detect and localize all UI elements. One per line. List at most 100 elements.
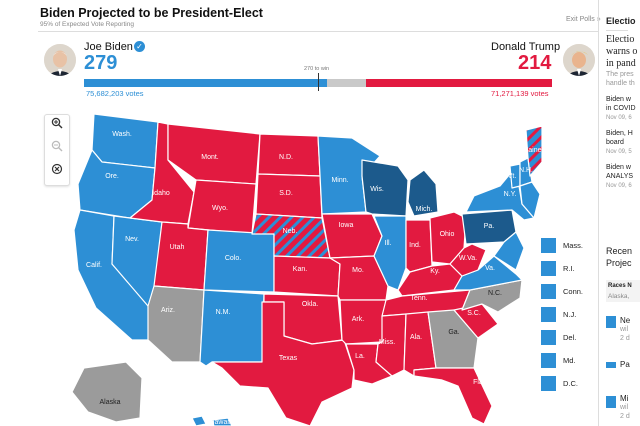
zoom-in-icon[interactable] — [45, 115, 69, 138]
label-ala: Ala. — [410, 334, 422, 341]
us-results-map[interactable]: Wash. Ore. Calif. Nev. Idaho Mont. Wyo. … — [22, 100, 542, 426]
sidebar-heading: Electio — [606, 16, 636, 26]
label-texas: Texas — [279, 355, 298, 362]
label-alaska: Alaska — [99, 399, 120, 406]
sidebar-date: Nov 09, 6 — [606, 115, 632, 121]
state-wva[interactable] — [449, 243, 487, 277]
label-wyo: Wyo. — [212, 205, 228, 212]
state-nm[interactable] — [199, 289, 265, 367]
label-va: Va. — [485, 265, 495, 272]
races-filter[interactable] — [606, 280, 640, 302]
state-hawaii[interactable] — [191, 415, 233, 426]
sidebar-item[interactable]: board — [606, 139, 624, 146]
sidebar-date: Nov 09, 6 — [606, 183, 632, 189]
label-okla: Okla. — [302, 301, 318, 308]
small-state-box[interactable] — [541, 307, 556, 322]
small-state-box[interactable] — [541, 353, 556, 368]
label-la: La. — [355, 353, 365, 360]
small-state-label: N.J. — [563, 310, 577, 319]
recent-projections-heading: Projec — [606, 258, 632, 268]
win-threshold-label: 270 to win — [304, 66, 330, 72]
label-ill: Ill. — [385, 240, 392, 247]
small-state-box[interactable] — [541, 284, 556, 299]
label-maine: Maine — [522, 147, 541, 154]
projection-date: 2 d — [620, 335, 630, 342]
state-thumbnail-icon — [606, 362, 616, 368]
sidebar-item[interactable]: ANALYS — [606, 173, 634, 180]
sidebar-item[interactable]: Biden w — [606, 96, 631, 103]
state-alaska[interactable] — [71, 361, 143, 423]
winner-check-icon: ✓ — [134, 41, 145, 52]
sidebar-headline[interactable]: Electio — [606, 34, 635, 45]
state-labels: Wash. Ore. Calif. Nev. Idaho Mont. Wyo. … — [86, 131, 542, 426]
small-state-label: Del. — [563, 333, 577, 342]
state-iowa[interactable] — [321, 213, 383, 259]
recent-projections-heading: Recen — [606, 246, 633, 256]
biden-popular-votes: 75,682,203 votes — [86, 89, 144, 98]
sidebar-item[interactable]: Biden, H — [606, 130, 633, 137]
state-nj-md-de[interactable] — [493, 231, 525, 271]
label-ore: Ore. — [105, 173, 119, 180]
state-mich[interactable] — [407, 169, 439, 217]
state-ark[interactable] — [339, 299, 387, 345]
label-miss: Miss. — [379, 339, 395, 346]
label-vt: Vt. — [508, 173, 517, 180]
state-kan[interactable] — [273, 255, 341, 297]
small-state-label: D.C. — [563, 379, 578, 388]
label-ga: Ga. — [448, 329, 459, 336]
state-utah[interactable] — [153, 221, 209, 291]
sidebar-summary: handle th — [606, 80, 635, 87]
state-maine[interactable] — [525, 125, 542, 177]
label-pa: Pa. — [484, 223, 495, 230]
label-tenn: Tenn. — [410, 295, 427, 302]
label-hawaii: Hawaii — [209, 419, 230, 426]
small-state-box[interactable] — [541, 376, 556, 391]
sidebar-item[interactable]: Biden w — [606, 164, 631, 171]
label-iowa: Iowa — [339, 222, 354, 229]
state-thumbnail-icon — [606, 316, 616, 328]
biden-electoral-votes: 279 — [84, 52, 118, 74]
projection-item[interactable]: Pa — [620, 360, 630, 369]
label-nc: N.C. — [488, 290, 502, 297]
small-state-label: Md. — [563, 356, 576, 365]
reset-icon[interactable] — [45, 161, 69, 184]
state-ariz[interactable] — [147, 285, 205, 363]
state-ga[interactable] — [427, 309, 479, 369]
label-wash: Wash. — [112, 131, 132, 138]
biden-bar-fill — [84, 79, 327, 87]
trump-avatar — [563, 44, 595, 76]
label-kan: Kan. — [293, 266, 307, 273]
small-state-box[interactable] — [541, 261, 556, 276]
small-state-box[interactable] — [541, 238, 556, 253]
projection-date: 2 d — [620, 413, 630, 420]
state-ct-ri-ma[interactable] — [519, 181, 541, 219]
exit-polls-link[interactable]: Exit Polls » — [566, 16, 601, 23]
projection-item[interactable]: Mi — [620, 394, 629, 403]
label-ny: N.Y. — [504, 191, 517, 198]
state-thumbnail-icon — [606, 396, 616, 408]
trump-name: Donald Trump — [491, 41, 561, 53]
state-wis[interactable] — [361, 159, 409, 217]
label-sc: S.C. — [467, 310, 481, 317]
label-nm: N.M. — [216, 309, 231, 316]
sidebar-divider — [598, 0, 599, 426]
label-utah: Utah — [170, 244, 185, 251]
sidebar-divider-line — [606, 30, 628, 31]
state-wash[interactable] — [91, 113, 159, 169]
label-wva: W.Va. — [459, 255, 477, 262]
state-texas[interactable] — [211, 301, 355, 426]
map-zoom-controls — [44, 114, 70, 186]
sidebar-headline[interactable]: warns o — [606, 46, 638, 57]
label-ind: Ind. — [409, 242, 421, 249]
projection-item[interactable]: Ne — [620, 316, 631, 325]
label-ohio: Ohio — [440, 231, 455, 238]
projection-note: wil — [620, 404, 629, 411]
zoom-out-icon[interactable] — [45, 138, 69, 161]
biden-name: Joe Biden — [84, 41, 133, 53]
small-state-box[interactable] — [541, 330, 556, 345]
state-fla[interactable] — [413, 367, 493, 425]
small-state-label: R.I. — [563, 264, 575, 273]
sidebar-item[interactable]: in COVID — [606, 105, 636, 112]
sidebar-headline[interactable]: in pand — [606, 58, 636, 69]
label-nh: N.H. — [519, 167, 533, 174]
